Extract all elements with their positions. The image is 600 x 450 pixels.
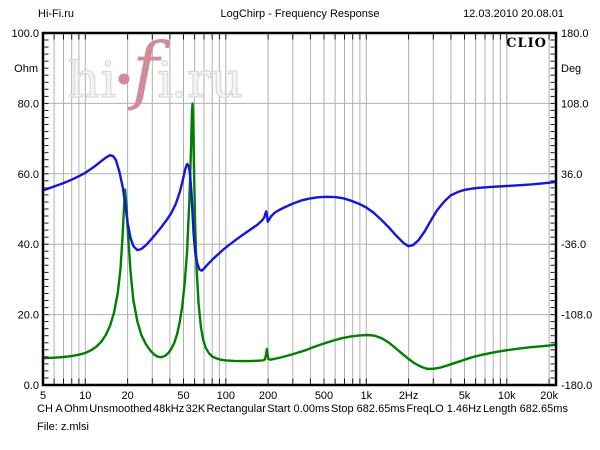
status-token: CH A <box>37 403 63 415</box>
impedance-curve <box>41 102 557 370</box>
right-axis-unit: Deg <box>561 63 581 75</box>
watermark-i: i <box>157 51 173 109</box>
status-token: FreqLO 1.46Hz <box>406 403 482 415</box>
y-tick-label-right: -36.0 <box>561 239 586 251</box>
status-token: Unsmoothed <box>89 403 152 415</box>
y-tick-label-left: 40.0 <box>18 239 39 251</box>
x-tick-label: 100 <box>217 390 235 402</box>
y-tick-label-left: 20.0 <box>18 310 39 322</box>
grid-lines <box>43 33 556 385</box>
status-token: Stop 682.65ms <box>330 403 405 415</box>
watermark-dot-icon <box>118 73 130 85</box>
axis-ticks <box>44 34 555 384</box>
x-tick-label: 200 <box>259 390 277 402</box>
status-token: Rectangular <box>206 403 266 415</box>
watermark: hi f i .ru <box>67 27 243 113</box>
x-tick-label: 500 <box>315 390 333 402</box>
y-tick-label-right: 36.0 <box>561 169 582 181</box>
x-tick-label: 20 <box>121 390 133 402</box>
curves <box>41 102 557 370</box>
axis-labels: 5 10 20 50 100 200 500 1k 2Hz 5k 10k 20k 100.0 80.0 60… <box>11 28 592 402</box>
y-tick-label-right: 108.0 <box>561 98 589 110</box>
x-tick-label: 5k <box>459 390 471 402</box>
plot-frame <box>41 31 558 387</box>
y-tick-label-right: -180.0 <box>561 380 592 392</box>
y-tick-label-left: 80.0 <box>18 98 39 110</box>
x-tick-label: 10k <box>498 390 516 402</box>
status-token: Start 0.00ms <box>267 403 330 415</box>
x-tick-label: 2Hz <box>399 390 419 402</box>
status-bar: CH A Ohm Unsmoothed 48kHz 32K Rectangular Star… <box>37 403 568 415</box>
phase-curve <box>41 154 557 272</box>
measurement-datetime: 12.03.2010 20.08.01 <box>463 8 564 20</box>
status-token: Ohm <box>64 403 88 415</box>
clio-logo: CLIO <box>506 36 547 51</box>
status-token: 48kHz <box>153 403 185 415</box>
watermark-hi: hi <box>68 51 116 109</box>
y-tick-label-left: 100.0 <box>11 28 39 40</box>
y-tick-label-right: 180.0 <box>561 28 589 40</box>
status-token: Length 682.65ms <box>482 403 568 415</box>
x-tick-label: 1k <box>360 390 372 402</box>
x-tick-label: 5 <box>40 390 46 402</box>
left-axis-unit: Ohm <box>14 63 38 75</box>
y-tick-label-left: 0.0 <box>24 380 39 392</box>
x-tick-label: 50 <box>177 390 189 402</box>
header: LogChirp - Frequency Response Hi-Fi.ru 1… <box>0 8 600 24</box>
file-name: File: z.mlsi <box>37 421 89 433</box>
site-name: Hi-Fi.ru <box>38 8 75 20</box>
x-tick-label: 10 <box>79 390 91 402</box>
page-title: LogChirp - Frequency Response <box>220 8 380 20</box>
y-tick-label-right: -108.0 <box>561 310 592 322</box>
status-token: 32K <box>185 403 206 415</box>
y-tick-label-left: 60.0 <box>18 169 39 181</box>
watermark-ru: .ru <box>171 51 243 109</box>
x-tick-label: 20k <box>540 390 558 402</box>
